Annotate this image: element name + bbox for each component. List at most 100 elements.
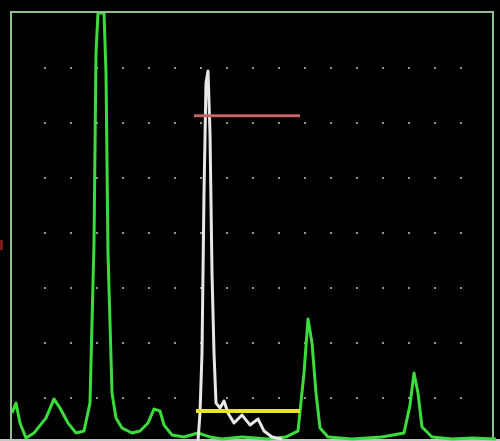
grid-dot	[252, 342, 254, 344]
reference-echo-trace	[196, 69, 283, 441]
grid-dot	[356, 232, 358, 234]
grid-dot	[356, 342, 358, 344]
grid-dot	[96, 177, 98, 179]
grid-dots	[44, 67, 462, 399]
grid-dot	[70, 397, 72, 399]
a-scan-screen	[10, 11, 496, 441]
grid-dot	[408, 67, 410, 69]
grid-dot	[382, 232, 384, 234]
grid-dot	[278, 177, 280, 179]
grid-dot	[330, 287, 332, 289]
grid-dot	[408, 342, 410, 344]
grid-dot	[330, 342, 332, 344]
grid-dot	[434, 232, 436, 234]
grid-dot	[382, 397, 384, 399]
grid-dot	[356, 397, 358, 399]
grid-dot	[174, 177, 176, 179]
grid-dot	[252, 287, 254, 289]
grid-dot	[174, 397, 176, 399]
grid-dot	[356, 287, 358, 289]
grid-dot	[252, 177, 254, 179]
grid-dot	[44, 232, 46, 234]
grid-dot	[96, 287, 98, 289]
grid-dot	[330, 232, 332, 234]
grid-dot	[44, 177, 46, 179]
grid-dot	[278, 287, 280, 289]
grid-dot	[434, 397, 436, 399]
grid-dot	[278, 67, 280, 69]
grid-dot	[382, 342, 384, 344]
grid-dot	[200, 232, 202, 234]
grid-dot	[122, 232, 124, 234]
grid-dot	[460, 122, 462, 124]
grid-dot	[460, 342, 462, 344]
grid-dot	[226, 122, 228, 124]
grid-dot	[70, 232, 72, 234]
grid-dot	[278, 122, 280, 124]
grid-dot	[460, 287, 462, 289]
grid-dot	[408, 232, 410, 234]
grid-dot	[226, 397, 228, 399]
grid-dot	[460, 67, 462, 69]
grid-dot	[174, 287, 176, 289]
grid-dot	[96, 397, 98, 399]
grid-dot	[44, 122, 46, 124]
grid-dot	[122, 287, 124, 289]
grid-dot	[278, 232, 280, 234]
grid-dot	[70, 177, 72, 179]
grid-dot	[434, 287, 436, 289]
grid-dot	[434, 122, 436, 124]
grid-dot	[356, 122, 358, 124]
grid-dot	[96, 342, 98, 344]
grid-dot	[122, 67, 124, 69]
grid-dot	[148, 122, 150, 124]
grid-dot	[148, 232, 150, 234]
grid-dot	[226, 177, 228, 179]
grid-dot	[44, 397, 46, 399]
grid-dot	[70, 342, 72, 344]
grid-dot	[252, 67, 254, 69]
grid-dot	[434, 342, 436, 344]
edge-marker	[0, 240, 3, 250]
grid-dot	[200, 287, 202, 289]
grid-dot	[226, 67, 228, 69]
grid-dot	[122, 177, 124, 179]
grid-dot	[460, 177, 462, 179]
grid-dot	[226, 232, 228, 234]
grid-dot	[330, 397, 332, 399]
grid-dot	[304, 287, 306, 289]
grid-dot	[304, 122, 306, 124]
grid-dot	[460, 232, 462, 234]
grid-dot	[278, 397, 280, 399]
grid-dot	[304, 177, 306, 179]
grid-dot	[96, 232, 98, 234]
grid-dot	[408, 177, 410, 179]
grid-dot	[434, 67, 436, 69]
grid-dot	[200, 122, 202, 124]
grid-dot	[304, 232, 306, 234]
grid-dot	[434, 177, 436, 179]
grid-dot	[330, 67, 332, 69]
grid-dot	[330, 177, 332, 179]
grid-dot	[44, 342, 46, 344]
grid-dot	[148, 177, 150, 179]
grid-dot	[148, 67, 150, 69]
grid-dot	[330, 122, 332, 124]
grid-dot	[96, 122, 98, 124]
grid-dot	[200, 67, 202, 69]
grid-dot	[70, 122, 72, 124]
grid-dot	[44, 287, 46, 289]
a-scan-trace	[12, 13, 496, 441]
grid-dot	[356, 177, 358, 179]
grid-dot	[174, 232, 176, 234]
grid-dot	[382, 122, 384, 124]
grid-dot	[200, 177, 202, 179]
grid-dot	[408, 287, 410, 289]
grid-dot	[70, 287, 72, 289]
a-scan-plot	[12, 13, 496, 441]
grid-dot	[226, 342, 228, 344]
grid-dot	[122, 122, 124, 124]
grid-dot	[382, 67, 384, 69]
grid-dot	[148, 287, 150, 289]
